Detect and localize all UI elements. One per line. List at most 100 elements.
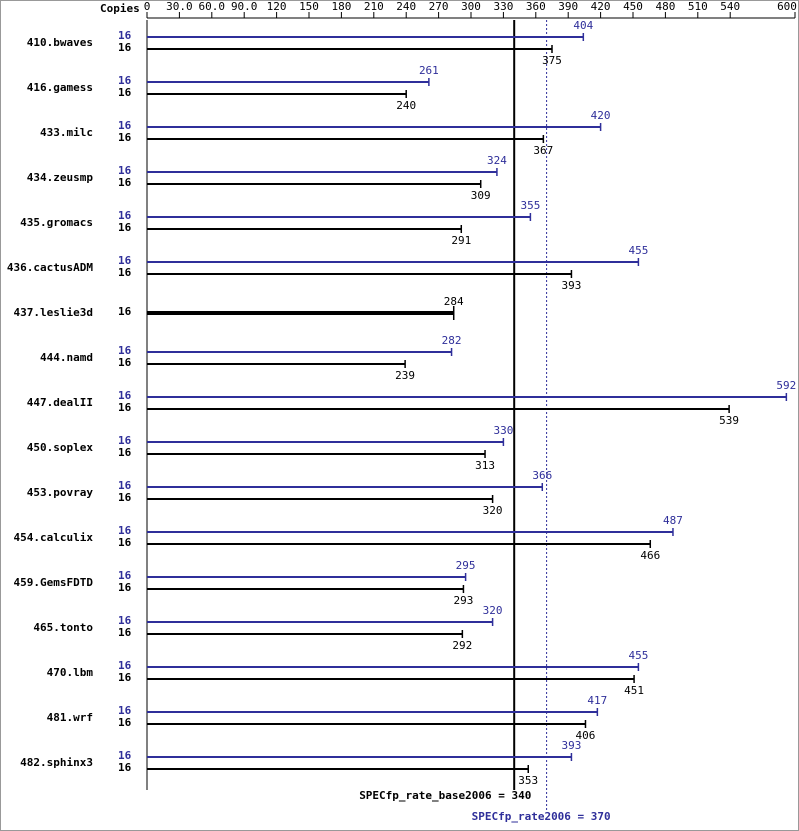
- category-label: 433.milc: [40, 126, 93, 139]
- x-tick-label: 360: [526, 0, 546, 13]
- copies-label: 16: [118, 479, 132, 492]
- category-label: 436.cactusADM: [7, 261, 93, 274]
- copies-label: 16: [118, 176, 132, 189]
- value-label: 366: [532, 469, 552, 482]
- x-tick-label: 330: [493, 0, 513, 13]
- x-tick-label: 300: [461, 0, 481, 13]
- copies-label: 16: [118, 626, 132, 639]
- value-label: 355: [520, 199, 540, 212]
- category-label: 454.calculix: [14, 531, 94, 544]
- x-tick-label: 450: [623, 0, 643, 13]
- copies-label: 16: [118, 131, 132, 144]
- value-label: 284: [444, 295, 464, 308]
- value-label: 393: [562, 279, 582, 292]
- value-label: 353: [518, 774, 538, 787]
- value-label: 417: [587, 694, 607, 707]
- copies-label: 16: [118, 716, 132, 729]
- copies-label: 16: [118, 119, 132, 132]
- x-tick-label: 600: [777, 0, 797, 13]
- copies-label: 16: [118, 164, 132, 177]
- value-label: 293: [454, 594, 474, 607]
- category-label: 435.gromacs: [20, 216, 93, 229]
- value-label: 451: [624, 684, 644, 697]
- copies-label: 16: [118, 29, 132, 42]
- category-label: 453.povray: [27, 486, 94, 499]
- copies-label: 16: [118, 266, 132, 279]
- category-label: 416.gamess: [27, 81, 93, 94]
- copies-label: 16: [118, 524, 132, 537]
- value-label: 239: [395, 369, 415, 382]
- copies-label: 16: [118, 446, 132, 459]
- x-tick-label: 90.0: [231, 0, 258, 13]
- value-label: 320: [483, 604, 503, 617]
- category-label: 434.zeusmp: [27, 171, 94, 184]
- value-label: 393: [562, 739, 582, 752]
- x-tick-label: 150: [299, 0, 319, 13]
- axis-label: Copies: [100, 2, 140, 15]
- copies-label: 16: [118, 401, 132, 414]
- category-label: 444.namd: [40, 351, 93, 364]
- x-tick-label: 240: [396, 0, 416, 13]
- copies-label: 16: [118, 221, 132, 234]
- copies-label: 16: [118, 254, 132, 267]
- x-tick-label: 510: [688, 0, 708, 13]
- value-label: 367: [533, 144, 553, 157]
- value-label: 240: [396, 99, 416, 112]
- copies-label: 16: [118, 434, 132, 447]
- copies-label: 16: [118, 614, 132, 627]
- category-label: 447.dealII: [27, 396, 93, 409]
- category-label: 450.soplex: [27, 441, 94, 454]
- value-label: 455: [628, 244, 648, 257]
- copies-label: 16: [118, 569, 132, 582]
- x-tick-label: 120: [267, 0, 287, 13]
- value-label: 466: [640, 549, 660, 562]
- x-tick-label: 480: [655, 0, 675, 13]
- category-label: 470.lbm: [47, 666, 94, 679]
- copies-label: 16: [118, 74, 132, 87]
- x-tick-label: 30.0: [166, 0, 193, 13]
- x-tick-label: 270: [429, 0, 449, 13]
- value-label: 539: [719, 414, 739, 427]
- copies-label: 16: [118, 86, 132, 99]
- copies-label: 16: [118, 536, 132, 549]
- category-label: 482.sphinx3: [20, 756, 93, 769]
- value-label: 291: [451, 234, 471, 247]
- reference-label: SPECfp_rate_base2006 = 340: [359, 789, 531, 802]
- value-label: 592: [776, 379, 796, 392]
- copies-label: 16: [118, 761, 132, 774]
- value-label: 261: [419, 64, 439, 77]
- x-tick-label: 180: [331, 0, 351, 13]
- x-tick-label: 0: [144, 0, 151, 13]
- value-label: 406: [576, 729, 596, 742]
- value-label: 487: [663, 514, 683, 527]
- value-label: 292: [452, 639, 472, 652]
- value-label: 309: [471, 189, 491, 202]
- value-label: 282: [442, 334, 462, 347]
- x-tick-label: 540: [720, 0, 740, 13]
- value-label: 404: [573, 19, 593, 32]
- copies-label: 16: [118, 491, 132, 504]
- category-label: 410.bwaves: [27, 36, 93, 49]
- value-label: 320: [483, 504, 503, 517]
- value-label: 330: [493, 424, 513, 437]
- copies-label: 16: [118, 581, 132, 594]
- value-label: 313: [475, 459, 495, 472]
- x-tick-label: 420: [591, 0, 611, 13]
- copies-label: 16: [118, 749, 132, 762]
- copies-label: 16: [118, 344, 132, 357]
- category-label: 481.wrf: [47, 711, 93, 724]
- x-tick-label: 60.0: [199, 0, 226, 13]
- category-label: 459.GemsFDTD: [14, 576, 94, 589]
- x-tick-label: 390: [558, 0, 578, 13]
- copies-label: 16: [118, 704, 132, 717]
- x-tick-label: 210: [364, 0, 384, 13]
- category-label: 465.tonto: [33, 621, 93, 634]
- value-label: 420: [591, 109, 611, 122]
- category-label: 437.leslie3d: [14, 306, 93, 319]
- value-label: 295: [456, 559, 476, 572]
- value-label: 455: [628, 649, 648, 662]
- value-label: 375: [542, 54, 562, 67]
- copies-label: 16: [118, 305, 132, 318]
- copies-label: 16: [118, 671, 132, 684]
